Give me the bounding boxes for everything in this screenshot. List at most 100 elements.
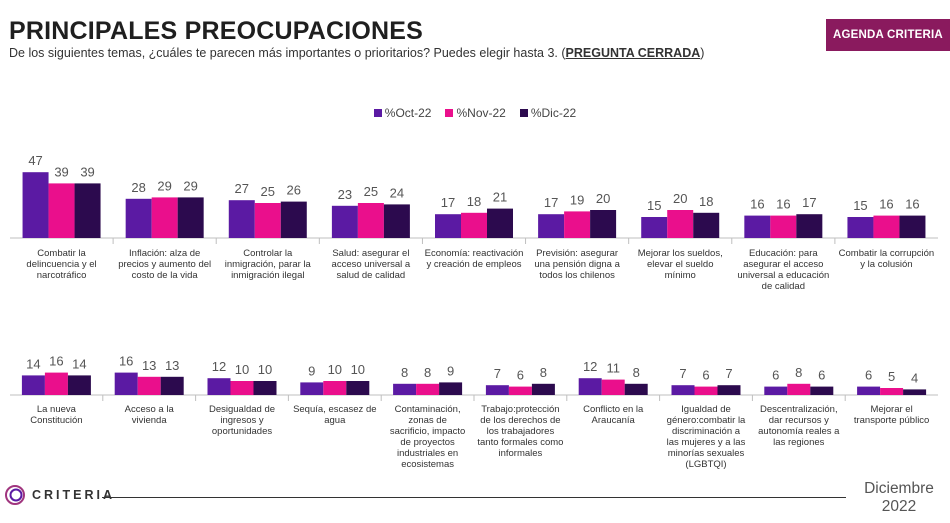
bar (590, 210, 617, 238)
bar (624, 383, 648, 395)
category-label: elevar el sueldo (647, 259, 714, 270)
bar (300, 382, 324, 395)
category-label: Araucanía (592, 415, 636, 426)
bar (461, 212, 487, 238)
data-label: 9 (308, 363, 315, 378)
data-label: 39 (80, 164, 94, 179)
bar (137, 376, 161, 395)
bar (177, 197, 204, 238)
data-label: 18 (467, 194, 481, 209)
category-label: dar recursos y (769, 415, 829, 426)
data-label: 6 (517, 368, 524, 383)
page-title: PRINCIPALES PREOCUPACIONES (9, 17, 424, 45)
data-label: 13 (142, 358, 156, 373)
category-label: costo de la vida (132, 270, 199, 281)
category-label: ecosistemas (401, 459, 454, 470)
bar (564, 211, 591, 238)
category-label: las mujeres y a las (667, 437, 746, 448)
data-label: 10 (351, 362, 365, 377)
data-label: 29 (157, 178, 171, 193)
report-date: Diciembre 2022 (852, 480, 946, 516)
bar (578, 378, 602, 395)
data-label: 10 (328, 362, 342, 377)
bar (228, 200, 255, 238)
legend-label-nov: %Nov-22 (456, 106, 506, 120)
data-label: 10 (258, 362, 272, 377)
data-label: 27 (235, 181, 249, 196)
bar (601, 379, 625, 395)
data-label: 12 (583, 359, 597, 374)
criteria-logo: CRITERIA (4, 484, 115, 506)
category-label: vivienda (132, 415, 168, 426)
category-label: Conflicto en la (583, 404, 644, 415)
category-label: los trabajadores (487, 426, 555, 437)
category-label: Igualdad de (681, 404, 731, 415)
bar (531, 383, 555, 395)
bar (125, 198, 152, 238)
legend-swatch-oct (373, 109, 382, 117)
bar (694, 386, 718, 395)
category-label: tanto formales como (477, 437, 563, 448)
category-label: universal a educación (737, 270, 829, 281)
category-label: narcotráfico (37, 270, 87, 281)
bar (48, 183, 75, 238)
data-label: 6 (772, 368, 779, 383)
category-label: y la colusión (860, 259, 912, 270)
data-label: 15 (647, 198, 661, 213)
bar (151, 197, 178, 238)
data-label: 17 (544, 195, 558, 210)
category-label: de proyectos (400, 437, 455, 448)
bar (439, 382, 463, 395)
bar (487, 208, 513, 238)
bar (880, 388, 904, 395)
category-label: ingresos y (220, 415, 264, 426)
bar (346, 381, 370, 395)
report-year: 2022 (881, 498, 917, 515)
data-label: 7 (679, 366, 686, 381)
data-label: 24 (390, 185, 404, 200)
criteria-logo-text: CRITERIA (32, 488, 116, 502)
category-label: salud de calidad (337, 270, 406, 281)
bar (331, 205, 358, 238)
data-label: 8 (424, 365, 431, 380)
data-label: 16 (49, 354, 63, 369)
data-label: 17 (441, 195, 455, 210)
bar (160, 376, 184, 395)
bar (787, 383, 811, 395)
bar (744, 215, 771, 238)
data-label: 8 (795, 365, 802, 380)
bar (67, 375, 91, 395)
category-label: Salud: asegurar el (332, 248, 409, 259)
bar (857, 386, 881, 395)
data-label: 9 (447, 363, 454, 378)
bar (254, 203, 281, 238)
data-label: 23 (338, 187, 352, 202)
bar (641, 217, 668, 238)
category-label: Previsión: asegurar (536, 248, 618, 259)
legend-item-oct: %Oct-22 (373, 106, 431, 120)
data-label: 28 (131, 180, 145, 195)
data-label: 5 (888, 369, 895, 384)
bar (357, 203, 384, 238)
data-label: 6 (865, 368, 872, 383)
data-label: 8 (540, 365, 547, 380)
data-label: 29 (183, 178, 197, 193)
data-label: 13 (165, 358, 179, 373)
legend-item-dic: %Dic-22 (519, 106, 576, 120)
category-label: Acceso a la (125, 404, 175, 415)
category-label: de calidad (762, 281, 805, 292)
data-label: 10 (235, 362, 249, 377)
data-label: 25 (261, 184, 275, 199)
category-label: Constitución (30, 415, 82, 426)
bar (383, 204, 410, 238)
data-label: 11 (606, 361, 620, 376)
category-label: Controlar la (243, 248, 293, 259)
bar (280, 201, 307, 238)
subtitle-end: ) (700, 46, 705, 60)
category-label: informales (498, 448, 542, 459)
bar (667, 210, 694, 238)
category-label: acceso universal a (332, 259, 411, 270)
category-label: oportunidades (212, 426, 272, 437)
category-label: Mejorar el (870, 404, 912, 415)
